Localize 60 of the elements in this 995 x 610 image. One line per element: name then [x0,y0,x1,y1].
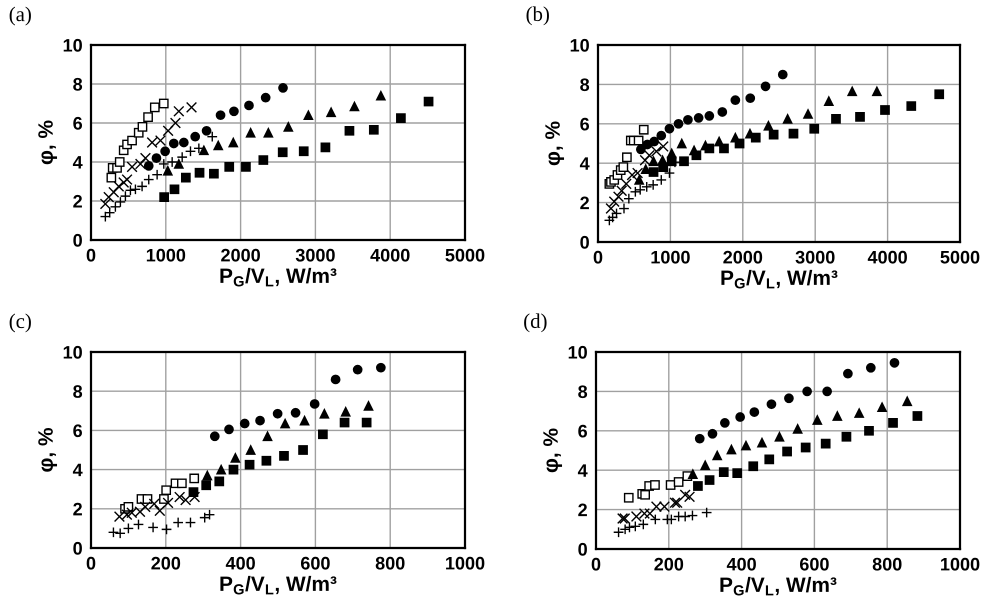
x-tick-label: 3000 [296,248,335,262]
x-tick-label: 800 [376,556,405,570]
x-tick-label: 600 [301,556,330,570]
y-tick-label: 6 [580,118,590,131]
y-tick-label: 10 [568,346,587,359]
y-tick-label: 10 [64,38,82,52]
y-tick-label: 0 [73,542,82,555]
x-tick-label: 3000 [796,250,835,264]
x-tick-label: 2000 [723,250,762,264]
y-tick-label: 8 [73,78,82,91]
x-axis-title: P$_{G}$/V$_{L}$, W/m³ [720,576,836,596]
x-tick-label: 4000 [370,248,410,262]
x-tick-label: 600 [800,558,829,571]
x-tick-label: 400 [726,558,756,571]
y-axis-title: φ, % [38,120,58,164]
x-tick-label: 1000 [446,556,484,570]
x-tick-label: 4000 [868,250,907,264]
x-tick-label: 5000 [940,250,980,264]
x-tick-label: 200 [654,558,684,571]
x-tick-label: 0 [86,248,96,262]
y-tick-label: 0 [578,542,587,556]
x-tick-label: 1000 [941,558,980,571]
y-tick-label: 4 [72,464,83,476]
y-tick-label: 2 [580,196,589,210]
chart-title: (a) [10,6,31,26]
y-axis-title: φ, % [38,428,58,472]
y-tick-label: 2 [73,194,82,208]
y-tick-label: 4 [578,464,588,477]
y-tick-label: 0 [580,236,589,249]
x-tick-label: 0 [86,556,96,570]
y-tick-label: 4 [580,157,590,170]
x-tick-label: 200 [151,556,180,570]
y-tick-label: 2 [578,504,587,516]
y-axis-title: φ, % [543,428,562,472]
x-tick-label: 0 [594,250,602,264]
y-tick-label: 10 [570,38,589,52]
x-tick-label: 400 [226,556,255,570]
x-tick-label: 0 [592,558,600,571]
y-tick-label: 8 [73,385,82,398]
y-axis-title: φ, % [545,122,564,166]
y-tick-label: 10 [64,346,82,359]
y-tick-label: 6 [73,424,82,438]
chart-title: (b) [526,6,549,26]
x-tick-label: 1000 [651,250,690,264]
y-tick-label: 0 [73,234,82,247]
x-axis-title: P$_{G}$/V$_{L}$, W/m³ [220,268,336,286]
x-axis-title: P$_{G}$/V$_{L}$, W/m³ [220,576,336,594]
y-tick-label: 6 [578,424,588,438]
y-tick-label: 2 [73,502,82,516]
y-tick-label: 4 [72,156,83,169]
chart-title: (c) [10,314,31,332]
x-tick-label: 800 [872,558,902,571]
chart-title: (d) [524,313,547,332]
x-tick-label: 5000 [445,248,484,262]
y-tick-label: 6 [73,116,82,130]
x-axis-title: P$_{G}$/V$_{L}$, W/m³ [721,270,838,288]
x-tick-label: 1000 [146,248,186,262]
x-tick-label: 2000 [221,248,260,262]
y-tick-label: 8 [580,78,590,92]
y-tick-label: 8 [578,385,588,398]
